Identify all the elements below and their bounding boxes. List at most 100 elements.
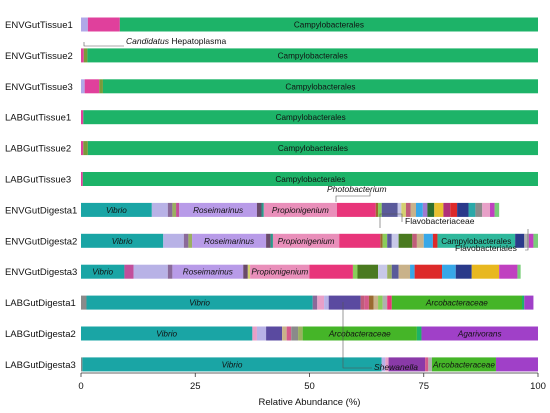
row-label: ENVGutDigesta2 <box>5 236 77 247</box>
bar-segment <box>391 295 523 310</box>
bar-segment <box>256 326 267 341</box>
bar-row: ENVGutDigesta2 Vibrio Roseimarinus Propioni… <box>5 233 538 248</box>
bar-segment <box>247 264 251 279</box>
bar-segment <box>524 295 534 310</box>
bar-segment <box>405 202 411 217</box>
bar-segment <box>388 357 426 372</box>
row-label: ENVGutDigesta1 <box>5 205 77 216</box>
annotation-genus: Candidatus <box>126 36 170 46</box>
bar-segment <box>82 357 382 372</box>
bar-segment <box>102 79 538 94</box>
bar-segment <box>83 141 88 156</box>
bar-segment <box>81 79 85 94</box>
bar-segment <box>261 202 264 217</box>
bar-row: LABGutTissue2 Campylobacterales <box>5 141 538 156</box>
segment-label: Campylobacterales <box>278 51 348 60</box>
bar-segment <box>381 357 386 372</box>
bar-segment <box>119 17 538 32</box>
segment-label: Vibrio <box>189 299 210 308</box>
bar-segment <box>172 202 177 217</box>
x-axis-title: Relative Abundance (%) <box>259 397 361 408</box>
bar-segment <box>385 357 389 372</box>
bar-segment <box>382 295 388 310</box>
bar-segment <box>81 264 125 279</box>
bar-segment <box>179 202 257 217</box>
segment-label: Vibrio <box>92 268 113 277</box>
bar-segment <box>382 233 388 248</box>
bar-segment <box>81 110 84 125</box>
bar-segment <box>339 233 381 248</box>
row-label: LABGutTissue1 <box>5 113 71 124</box>
x-tick-label: 100 <box>530 381 546 392</box>
bar-segment <box>83 110 538 125</box>
segment-label: Propionigenium <box>278 237 335 246</box>
bar-segment <box>397 202 402 217</box>
bar-segment <box>282 326 287 341</box>
bar-segment <box>266 326 283 341</box>
row-label: LABGutDigesta1 <box>5 298 76 309</box>
segment-label: Propionigenium <box>251 268 308 277</box>
segment-label: Campylobacterales <box>275 175 345 184</box>
bar-segment <box>302 326 417 341</box>
bar-segment <box>81 233 164 248</box>
bar-segment <box>124 264 134 279</box>
bar-segment <box>183 233 189 248</box>
bar-row: LABGutDigesta1 Vibrio Arcobacteraceae <box>5 295 534 310</box>
annotation-photobacterium: Photobacterium <box>327 184 387 194</box>
bar-segment <box>86 295 313 310</box>
bar-row: ENVGutDigesta3 Vibrio Roseimarinus Propioni… <box>5 264 521 279</box>
bar-segment <box>522 295 525 310</box>
bar-segment <box>328 295 361 310</box>
callout-annotations: Candidatus Hepatoplasma Photobacterium F… <box>83 36 529 372</box>
annotation-species-name: Hepatoplasma <box>171 36 226 46</box>
annotation-leader-line <box>379 213 403 228</box>
bar-segment <box>317 295 325 310</box>
bar-segment <box>373 295 379 310</box>
annotation-leader-line <box>335 192 371 202</box>
bar-segment <box>387 264 392 279</box>
bar-segment <box>266 233 271 248</box>
segment-label: Roseimarinus <box>204 237 254 246</box>
segment-label: Campylobacterales <box>294 21 364 30</box>
bar-segment <box>378 264 388 279</box>
bar-segment <box>398 264 411 279</box>
bar-segment <box>427 202 435 217</box>
annotation-label: Candidatus Hepatoplasma <box>126 36 226 46</box>
bar-segment <box>336 202 376 217</box>
bar-row: ENVGutTissue2 Campylobacterales <box>5 48 538 63</box>
bar-segment <box>256 202 262 217</box>
bar-segment <box>482 202 491 217</box>
bar-row: ENVGutTissue1 Campylobacterales <box>5 17 538 32</box>
x-tick-label: 25 <box>190 381 201 392</box>
row-label: LABGutTissue3 <box>5 175 71 186</box>
segment-label: Vibrio <box>112 237 133 246</box>
bar-segment <box>517 264 521 279</box>
row-label: ENVGutTissue3 <box>5 82 73 93</box>
bar-segment <box>468 202 476 217</box>
row-label: ENVGutTissue2 <box>5 51 73 62</box>
bar-segment <box>309 264 353 279</box>
bar-segment <box>352 264 358 279</box>
bar-segment <box>387 295 392 310</box>
bar-segment <box>475 202 483 217</box>
row-label: LABGutDigesta2 <box>5 329 76 340</box>
bar-segment <box>375 202 379 217</box>
bar-segment <box>425 357 429 372</box>
bar-segment <box>457 202 469 217</box>
segment-label: Arcobacteraceae <box>432 360 495 369</box>
bar-segment <box>432 233 438 248</box>
bar-segment <box>81 202 152 217</box>
bar-segment <box>176 202 180 217</box>
bar-segment <box>515 233 525 248</box>
segment-label: Vibrio <box>106 206 127 215</box>
segment-label: Vibrio <box>156 330 177 339</box>
bar-segment <box>298 326 303 341</box>
bar-segment <box>360 295 365 310</box>
bar-segment <box>490 202 495 217</box>
bar-segment <box>442 264 456 279</box>
bar-segment <box>151 202 168 217</box>
bar-segment <box>391 264 399 279</box>
bar-segment <box>443 202 451 217</box>
bar-segment <box>272 233 340 248</box>
